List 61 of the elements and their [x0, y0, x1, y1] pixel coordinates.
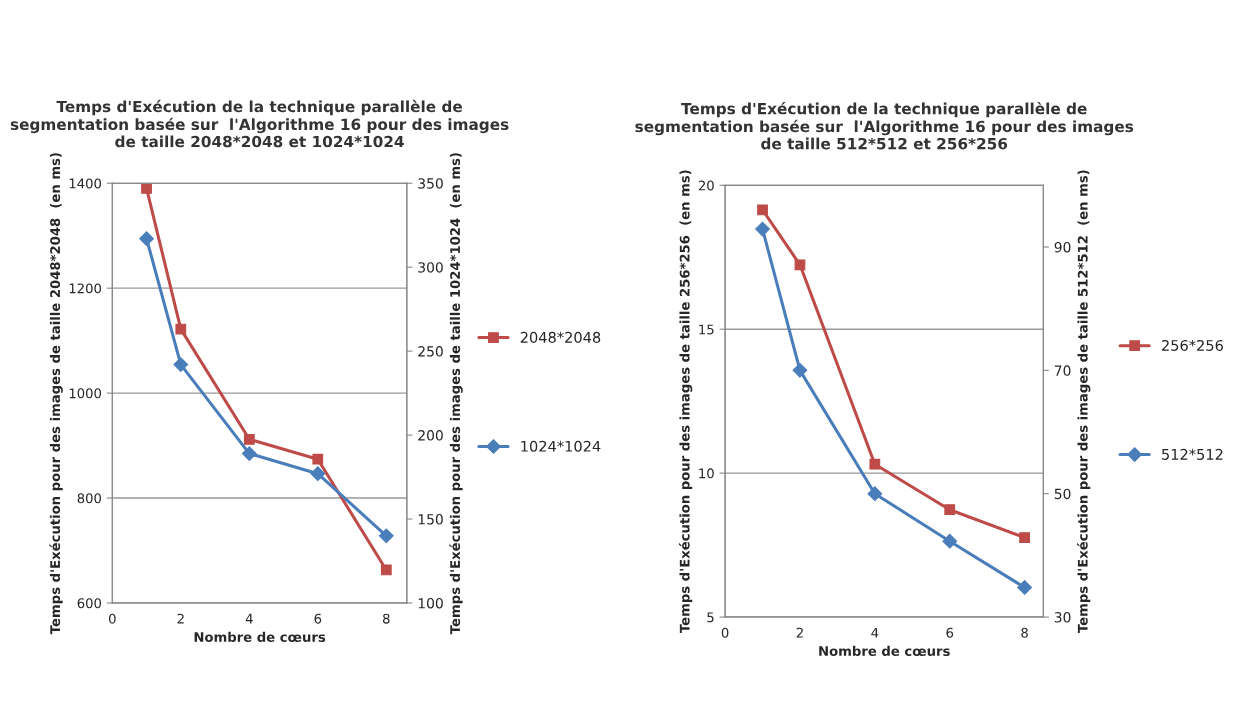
y2-tick-label: 350	[418, 178, 443, 189]
y-tick-label: 1200	[69, 283, 102, 294]
y2-tick-label: 300	[418, 262, 443, 273]
point	[942, 533, 958, 549]
point	[175, 323, 187, 335]
y2-tick-label: 150	[418, 514, 443, 525]
x-axis-title: Nombre de cœurs	[194, 631, 326, 642]
point	[867, 486, 883, 502]
point	[1017, 580, 1032, 595]
legend-label: 1024*1024	[521, 440, 601, 452]
point	[755, 221, 770, 237]
point	[1019, 532, 1030, 543]
point	[792, 362, 808, 378]
y-tick-label: 800	[77, 493, 102, 504]
x-tick-label: 8	[1021, 627, 1028, 638]
x-axis-title: Nombre de cœurs	[819, 645, 950, 657]
x-tick-label: 4	[871, 627, 879, 638]
point	[380, 564, 392, 576]
y-tick-label: 20	[698, 180, 714, 191]
y2-tick-label: 200	[418, 430, 443, 441]
y-axis-title: Temps d'Exécution pour des images de taille 2048*2048 (en ms)	[49, 153, 63, 635]
x-tick-label: 2	[796, 627, 803, 638]
chart-title: Temps d'Exécution de la technique parallèle de segmentation basée sur l'Algorithme 16 pour des images de taille 512*512 et 256*256	[635, 101, 1134, 150]
y-axis-title: Temps d'Exécution pour des images de taille 256*256 (en ms)	[678, 170, 693, 634]
y-tick-label: 5	[707, 612, 714, 623]
legend-label: 256*256	[1162, 339, 1223, 351]
y-tick-label: 1000	[69, 388, 102, 399]
y2-axis-title: Temps d'Exécution pour des images de taille 512*512 (en ms)	[1076, 170, 1091, 634]
point	[312, 453, 324, 465]
x-tick-label: 6	[314, 613, 322, 624]
y2-tick-label: 90	[1054, 241, 1071, 253]
point	[243, 433, 255, 445]
point	[173, 357, 189, 372]
y-tick-label: 10	[699, 468, 714, 479]
point	[378, 528, 394, 544]
y2-tick-label: 50	[1054, 488, 1071, 500]
point	[869, 458, 881, 470]
y2-tick-label: 250	[418, 346, 443, 357]
y2-tick-label: 70	[1054, 365, 1071, 376]
x-tick-label: 6	[946, 627, 954, 638]
point	[757, 204, 768, 216]
x-tick-label: 0	[721, 627, 729, 638]
y-tick-label: 600	[77, 598, 102, 609]
x-tick-label: 4	[245, 613, 253, 624]
y-tick-label: 15	[699, 324, 714, 335]
y-tick-label: 1400	[69, 178, 102, 189]
x-tick-label: 8	[383, 613, 390, 624]
y2-axis-title: Temps d'Exécution pour des images de taille 1024*1024 (en ms)	[449, 153, 463, 635]
legend-label: 2048*2048	[520, 331, 601, 343]
x-tick-label: 0	[108, 613, 116, 624]
point	[141, 183, 152, 194]
x-tick-label: 2	[177, 613, 184, 624]
y2-tick-label: 30	[1054, 612, 1071, 623]
point	[139, 231, 154, 247]
legend-label: 512*512	[1162, 448, 1223, 460]
y2-tick-label: 100	[418, 597, 443, 609]
point	[944, 504, 956, 516]
point	[310, 466, 326, 482]
point	[241, 446, 257, 461]
point	[794, 259, 806, 271]
chart-title: Temps d'Exécution de la technique parallèle de segmentation basée sur l'Algorithme 16 pour des images de taille 2048*2048 et 1024*1024	[10, 99, 509, 148]
